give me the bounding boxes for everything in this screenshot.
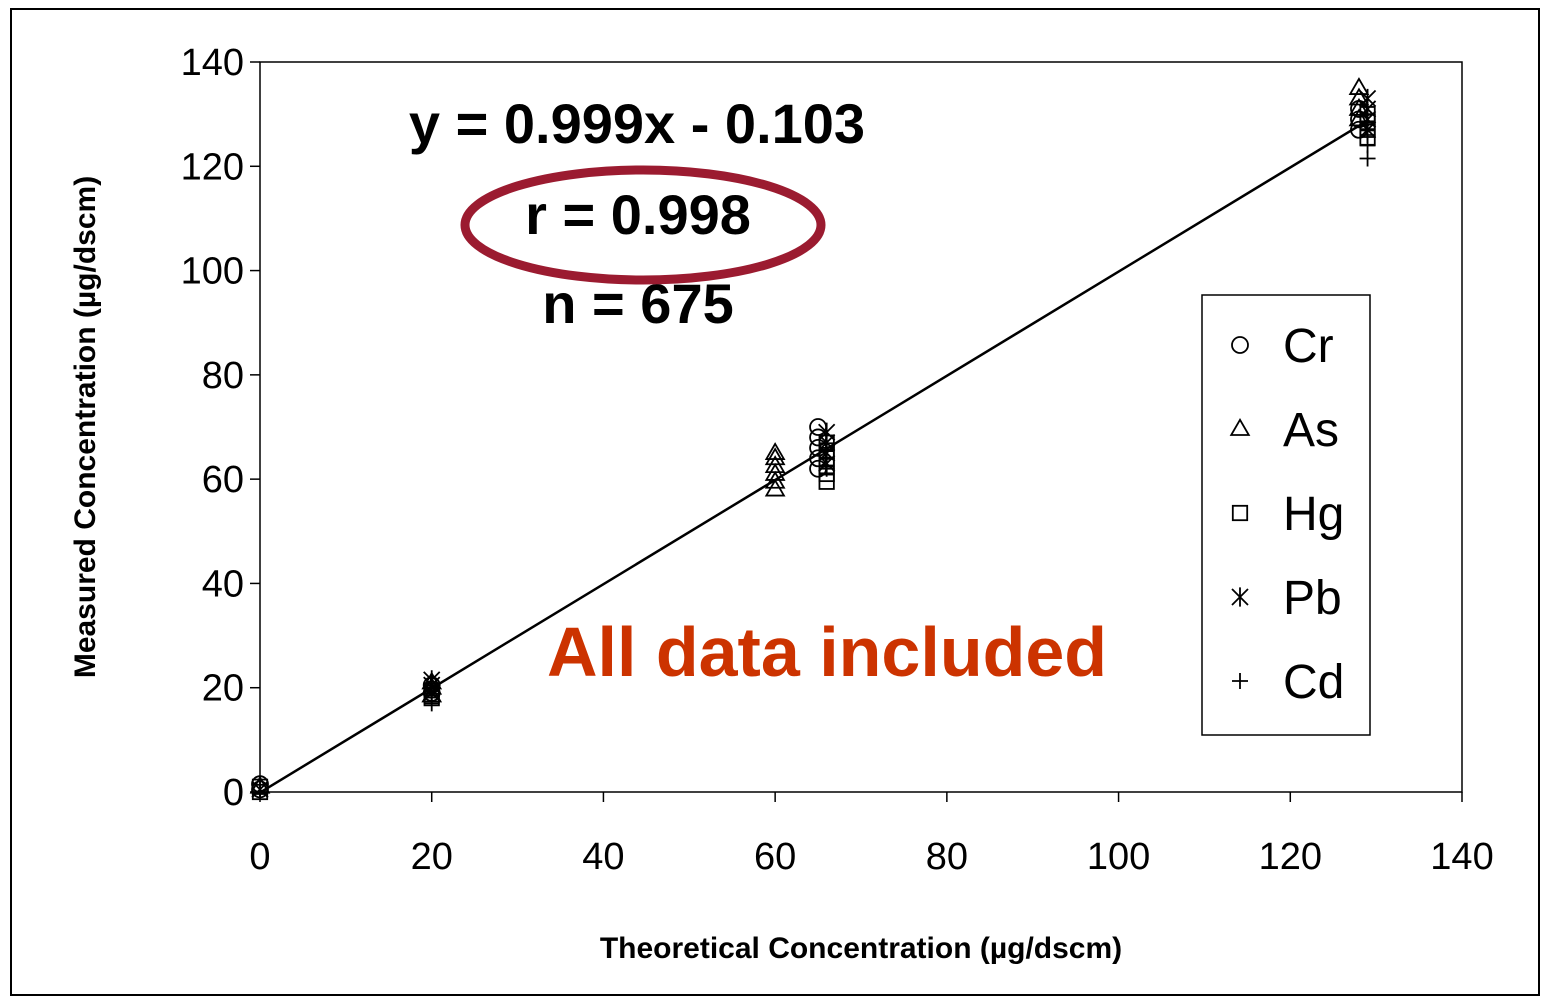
x-tick-label: 120: [1259, 836, 1322, 878]
data-point-cd: [423, 679, 440, 696]
legend-label: Cr: [1283, 320, 1334, 373]
legend-item-as: As: [1229, 404, 1339, 457]
legend-label: Cd: [1283, 656, 1344, 709]
x-axis-title: Theoretical Concentration (µg/dscm): [600, 932, 1122, 965]
legend-item-cd: Cd: [1232, 656, 1344, 709]
x-tick-label: 40: [582, 836, 624, 878]
legend: Cr As Hg Pb Cd: [1201, 294, 1371, 736]
x-axis-ticks: 0 20 40 60 80 100 120 140: [249, 792, 1494, 878]
series-cd: [252, 106, 1376, 800]
legend-marker-pb: [1231, 587, 1249, 607]
legend-marker-cr: [1231, 336, 1249, 354]
data-point-as: [764, 442, 786, 460]
data-point-as: [1348, 108, 1370, 127]
x-tick-label: 80: [926, 836, 968, 878]
y-tick-label: 40: [202, 563, 244, 605]
legend-item-cr: Cr: [1231, 320, 1334, 373]
x-tick-label: 100: [1087, 836, 1150, 878]
trendline: [259, 122, 1364, 794]
data-point-as: [1348, 77, 1370, 95]
y-tick-label: 20: [202, 668, 244, 710]
data-points: [249, 77, 1377, 801]
r-highlight-ellipse: [460, 165, 826, 285]
y-tick-label: 100: [181, 251, 244, 293]
legend-label: As: [1283, 404, 1339, 457]
data-point-cr: [809, 418, 827, 436]
data-point-as: [1348, 87, 1370, 106]
y-tick-label: 0: [223, 772, 244, 814]
legend-marker-cd: [1232, 673, 1248, 689]
plot-area: [259, 61, 1463, 793]
regression-equation: y = 0.999x - 0.103: [409, 92, 865, 155]
y-tick-label: 60: [202, 459, 244, 501]
legend-marker-as: [1229, 418, 1251, 436]
legend-label: Hg: [1283, 488, 1344, 541]
data-point-cd: [1359, 106, 1376, 123]
legend-item-pb: Pb: [1231, 572, 1342, 625]
data-point-cd: [818, 439, 835, 456]
axes: 0 20 40 60 80 100 120 140 0 20 40 60 80 100 120 140: [181, 42, 1494, 878]
legend-marker-hg: [1231, 504, 1249, 522]
correlation-coefficient: r = 0.998: [525, 183, 751, 246]
y-tick-label: 80: [202, 355, 244, 397]
all-data-note: All data included: [547, 613, 1107, 691]
y-axis-title: Measured Concentration (µg/dscm): [69, 176, 102, 678]
x-tick-label: 60: [754, 836, 796, 878]
data-point-cd: [252, 784, 268, 800]
data-point-as: [764, 447, 786, 466]
y-axis-ticks: 0 20 40 60 80 100 120 140: [181, 42, 260, 814]
legend-label: Pb: [1283, 572, 1342, 625]
x-tick-label: 140: [1430, 836, 1493, 878]
data-point-pb: [1358, 88, 1377, 109]
x-tick-label: 0: [249, 836, 270, 878]
y-tick-label: 120: [181, 146, 244, 188]
legend-box: [1201, 294, 1371, 736]
x-tick-label: 20: [411, 836, 453, 878]
data-point-pb: [818, 422, 836, 442]
legend-item-hg: Hg: [1231, 488, 1344, 541]
y-tick-label: 140: [181, 42, 244, 84]
